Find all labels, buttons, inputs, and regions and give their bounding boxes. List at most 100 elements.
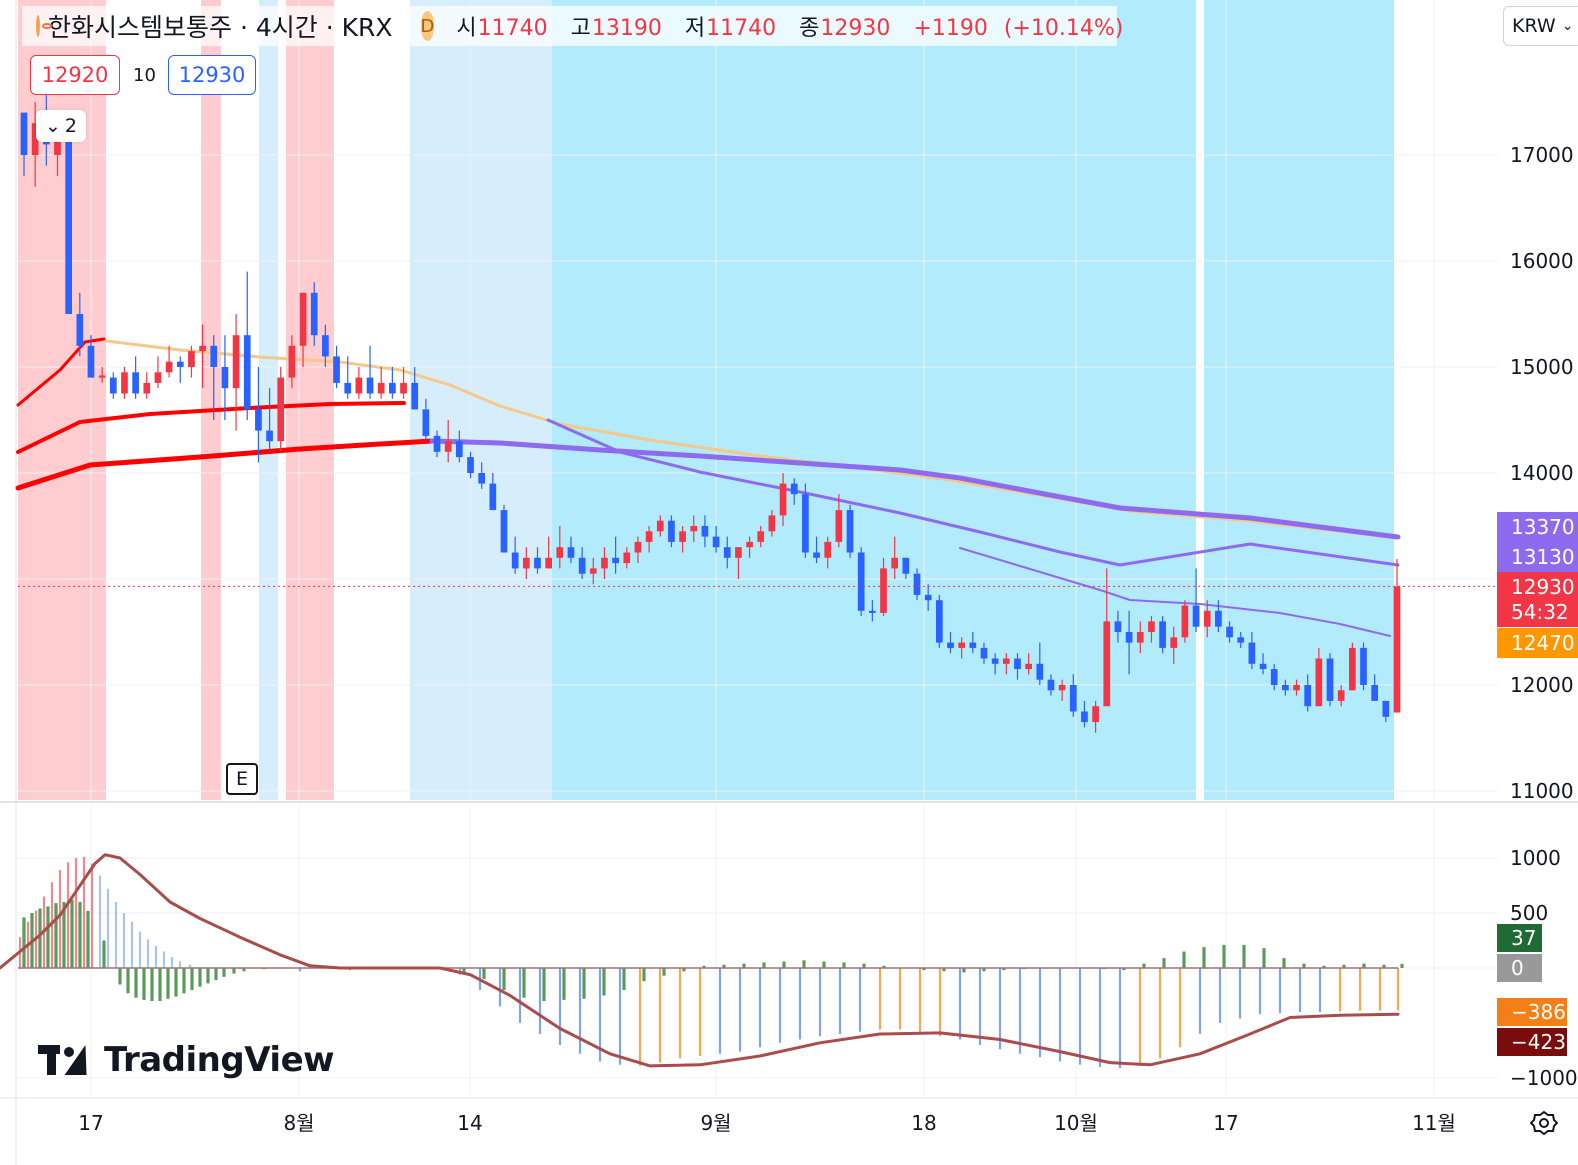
candle (924, 584, 932, 611)
candle-body (1237, 637, 1245, 643)
candle (288, 335, 296, 389)
candle-body (1360, 647, 1367, 685)
candle-body (433, 435, 441, 452)
close-label: 종 (799, 16, 820, 41)
candle (511, 536, 519, 574)
candle (779, 473, 787, 526)
candle-body (188, 351, 195, 367)
candle (199, 324, 206, 389)
candle-body (1293, 685, 1300, 691)
price-tick-label: 17000 (1510, 143, 1574, 167)
candle-body (1203, 610, 1211, 627)
earnings-marker[interactable]: E (226, 763, 258, 795)
candle (1148, 616, 1155, 643)
candle-body (1069, 685, 1077, 712)
chevron-down-icon: ⌄ (1561, 18, 1574, 34)
candle (991, 653, 999, 675)
candle-body (1349, 647, 1356, 691)
sell-price-button[interactable]: 12920 (30, 55, 120, 95)
candle-body (1114, 621, 1122, 632)
open-value: 11740 (477, 16, 548, 41)
candle (891, 536, 899, 579)
price-axis-label-text: 54:32 (1511, 600, 1569, 624)
candle-body (121, 372, 128, 394)
candle (1349, 642, 1356, 691)
candle-body (243, 335, 251, 410)
candle-body (333, 356, 340, 383)
candle (913, 568, 921, 601)
candle-body (645, 531, 653, 542)
candle-body (779, 483, 787, 516)
candle-body (455, 441, 463, 458)
candle (1103, 568, 1111, 707)
candle (589, 557, 597, 585)
candle-body (612, 557, 619, 564)
candle (444, 420, 452, 463)
candle-body (154, 372, 162, 383)
candle (656, 515, 664, 537)
time-tick-label: 9월 (700, 1111, 731, 1135)
candle-body (958, 642, 966, 648)
high-label: 고 (570, 16, 591, 41)
candle (1181, 600, 1189, 643)
candle (467, 451, 474, 479)
candle-body (701, 526, 709, 537)
indicators-collapse-button[interactable]: ⌄ 2 (36, 110, 86, 142)
candle-body (310, 292, 318, 336)
candle (366, 345, 374, 399)
tradingview-logo[interactable]: TradingView (38, 1040, 335, 1080)
separator-2: · (325, 13, 334, 42)
osc-tick-label: 1000 (1510, 846, 1561, 870)
candle (880, 557, 887, 617)
candle (310, 282, 318, 346)
candle-body (623, 552, 631, 564)
candle (389, 367, 396, 399)
currency-label: KRW (1512, 15, 1556, 37)
candle (266, 388, 273, 452)
candle-body (1047, 679, 1055, 691)
symbol-title[interactable]: 한화시스템보통주 · 4시간 · KRX (48, 8, 393, 44)
data-delay-badge[interactable]: D (420, 11, 435, 41)
candle (333, 345, 340, 389)
background-band-1 (201, 0, 221, 800)
candle-body (969, 642, 977, 648)
candle-body (1081, 711, 1088, 723)
candle (154, 356, 162, 389)
candle-body (109, 377, 117, 394)
candle (143, 372, 151, 399)
settings-gear-icon[interactable] (1530, 1109, 1558, 1137)
candle (522, 547, 530, 579)
candle-body (422, 409, 430, 436)
candle-body (735, 547, 742, 558)
candle (1136, 621, 1144, 654)
candle-body (1058, 685, 1066, 691)
time-tick-label: 17 (1213, 1111, 1238, 1135)
candle-body (1025, 663, 1032, 670)
osc-axis-label-text: −386 (1511, 1000, 1566, 1024)
currency-selector[interactable]: KRW ⌄ (1503, 6, 1578, 46)
candle (1114, 610, 1122, 643)
candle (1058, 679, 1066, 701)
ma-red-long-line (15, 438, 435, 491)
osc-axis-label-text: 0 (1511, 956, 1524, 980)
time-tick-label: 8월 (283, 1111, 314, 1135)
osc-axis-label-text: −423 (1511, 1030, 1566, 1054)
price-axis-label-text: 12470 (1511, 631, 1575, 655)
candle (489, 473, 497, 511)
candle-body (835, 510, 843, 542)
candle-body (746, 541, 753, 548)
buy-price-button[interactable]: 12930 (168, 55, 256, 95)
candle-body (534, 557, 541, 569)
price-axis-label-text: 13130 (1511, 545, 1575, 569)
candle (455, 430, 463, 463)
exchange-label: KRX (341, 13, 393, 42)
candle (1259, 653, 1267, 675)
candle (746, 536, 753, 558)
candle (980, 642, 988, 664)
candle-body (869, 610, 876, 613)
candle-body (232, 335, 240, 389)
candle-body (20, 112, 28, 155)
candle (210, 335, 218, 420)
